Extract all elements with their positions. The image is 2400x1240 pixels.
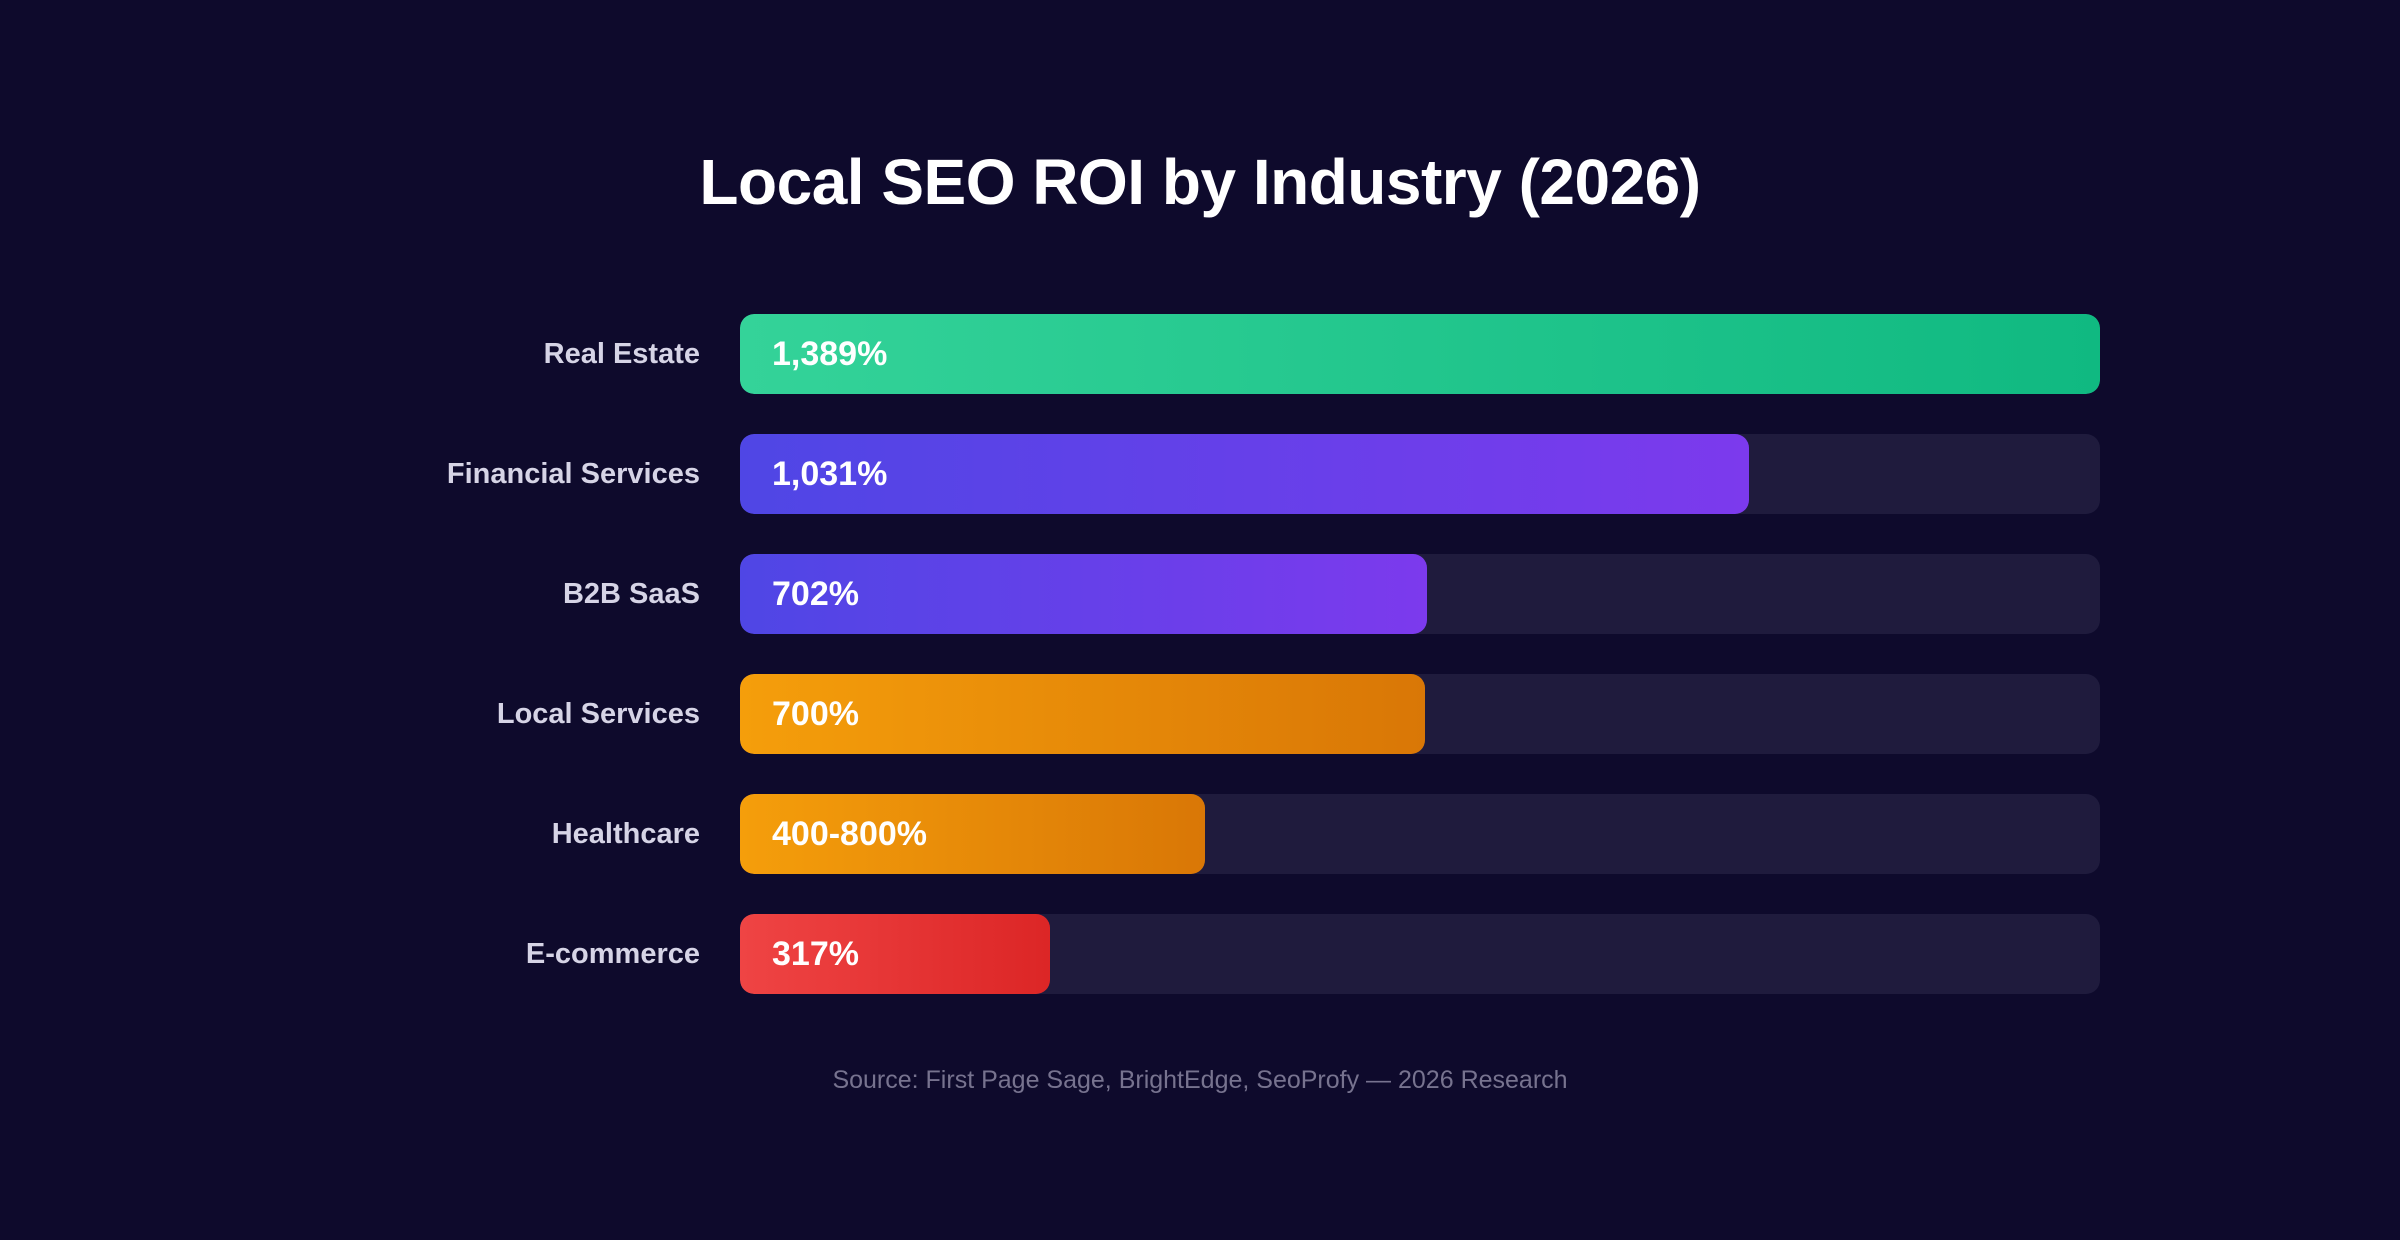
- value-label: 1,031%: [772, 455, 888, 493]
- bar-row: B2B SaaS 702%: [0, 554, 2400, 634]
- bar: 317%: [740, 914, 1050, 994]
- chart-title: Local SEO ROI by Industry (2026): [699, 146, 1701, 218]
- category-label: Local Services: [496, 698, 700, 730]
- bar: 400-800%: [740, 794, 1205, 874]
- source-note: Source: First Page Sage, BrightEdge, Seo…: [832, 1066, 1568, 1094]
- category-label: E-commerce: [525, 938, 700, 970]
- bar-row: Healthcare 400-800%: [0, 794, 2400, 874]
- bar-track: 400-800%: [740, 794, 2100, 874]
- bar: 1,389%: [740, 314, 2100, 394]
- bar-row: Financial Services 1,031%: [0, 434, 2400, 514]
- category-label: Healthcare: [551, 818, 700, 850]
- bar-track: 1,031%: [740, 434, 2100, 514]
- bar-track: 700%: [740, 674, 2100, 754]
- category-label: Financial Services: [446, 458, 700, 490]
- bar-track: 1,389%: [740, 314, 2100, 394]
- value-label: 317%: [772, 935, 859, 973]
- bar-row: Real Estate 1,389%: [0, 314, 2400, 394]
- bar-track: 317%: [740, 914, 2100, 994]
- bar: 700%: [740, 674, 1425, 754]
- value-label: 702%: [772, 575, 859, 613]
- value-label: 400-800%: [772, 815, 928, 853]
- category-label: B2B SaaS: [562, 578, 700, 610]
- category-label: Real Estate: [543, 338, 700, 370]
- bar-track: 702%: [740, 554, 2100, 634]
- bar: 702%: [740, 554, 1427, 634]
- value-label: 1,389%: [772, 335, 888, 373]
- value-label: 700%: [772, 695, 859, 733]
- bar: 1,031%: [740, 434, 1749, 514]
- bar-row: Local Services 700%: [0, 674, 2400, 754]
- bar-row: E-commerce 317%: [0, 914, 2400, 994]
